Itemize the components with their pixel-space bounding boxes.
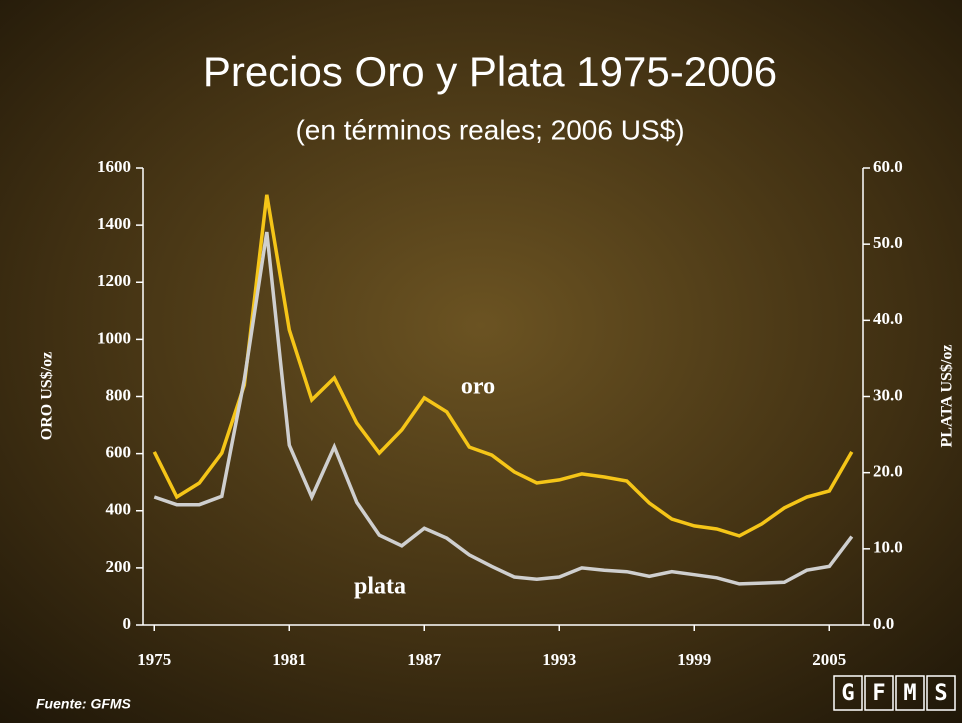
x-tick-label: 1981 <box>272 650 306 669</box>
background <box>0 0 962 723</box>
y2-tick-label: 20.0 <box>873 462 903 481</box>
y-tick-label: 400 <box>106 500 132 519</box>
x-tick-label: 1999 <box>677 650 711 669</box>
y-tick-label: 200 <box>106 557 132 576</box>
chart: Precios Oro y Plata 1975-2006 (en términ… <box>0 0 962 723</box>
annotation: oro <box>461 374 495 400</box>
x-tick-label: 1987 <box>407 650 442 669</box>
logo-letter: F <box>872 681 885 706</box>
source: Fuente: GFMS <box>36 696 132 712</box>
chart-subtitle: (en términos reales; 2006 US$) <box>295 114 684 145</box>
x-tick-label: 1993 <box>542 650 576 669</box>
x-tick-label: 2005 <box>812 650 846 669</box>
y2-tick-label: 0.0 <box>873 614 894 633</box>
y2-tick-label: 50.0 <box>873 233 903 252</box>
y2-tick-label: 60.0 <box>873 157 903 176</box>
logo-letter: S <box>934 681 947 706</box>
y-tick-label: 1600 <box>97 157 131 176</box>
y-tick-label: 0 <box>123 614 132 633</box>
page: Precios Oro y Plata 1975-2006 (en términ… <box>0 0 962 723</box>
y-axis-label: ORO US$/oz <box>39 352 56 440</box>
y-tick-label: 1400 <box>97 214 131 233</box>
y-tick-label: 600 <box>106 443 132 462</box>
y2-tick-label: 30.0 <box>873 385 903 404</box>
annotation: plata <box>354 574 406 600</box>
y-tick-label: 1200 <box>97 271 131 290</box>
y2-tick-label: 40.0 <box>873 309 903 328</box>
x-tick-label: 1975 <box>137 650 171 669</box>
y2-tick-label: 10.0 <box>873 538 903 557</box>
logo-letter: M <box>903 681 916 706</box>
y-tick-label: 800 <box>106 385 132 404</box>
logo-letter: G <box>841 681 854 706</box>
y2-axis-label: PLATA US$/oz <box>939 345 956 448</box>
chart-title: Precios Oro y Plata 1975-2006 <box>203 48 777 95</box>
y-tick-label: 1000 <box>97 328 131 347</box>
